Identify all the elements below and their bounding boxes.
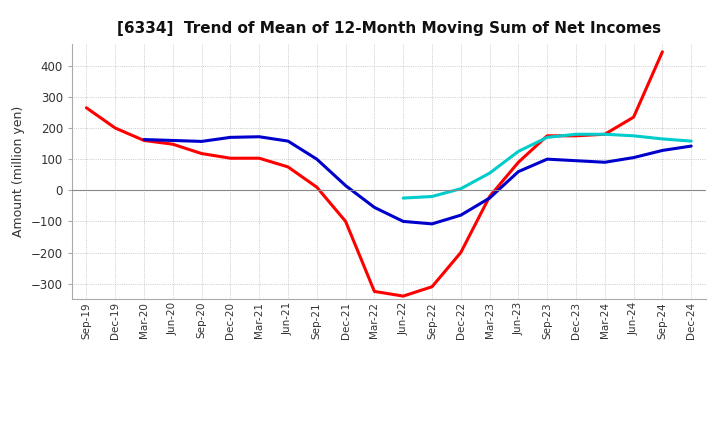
3 Years xyxy=(514,160,523,165)
7 Years xyxy=(543,135,552,140)
5 Years xyxy=(428,221,436,227)
5 Years xyxy=(629,155,638,160)
5 Years xyxy=(370,205,379,210)
3 Years xyxy=(572,133,580,139)
5 Years xyxy=(284,139,292,144)
3 Years xyxy=(197,151,206,156)
7 Years xyxy=(514,149,523,154)
3 Years xyxy=(370,289,379,294)
7 Years xyxy=(687,139,696,144)
3 Years xyxy=(485,194,494,199)
3 Years xyxy=(456,250,465,255)
7 Years xyxy=(456,186,465,191)
7 Years xyxy=(399,195,408,201)
3 Years xyxy=(341,219,350,224)
3 Years xyxy=(140,138,148,143)
5 Years xyxy=(226,135,235,140)
Title: [6334]  Trend of Mean of 12-Month Moving Sum of Net Incomes: [6334] Trend of Mean of 12-Month Moving … xyxy=(117,21,661,36)
5 Years xyxy=(543,157,552,162)
3 Years xyxy=(168,142,177,147)
3 Years xyxy=(399,293,408,299)
3 Years xyxy=(312,184,321,190)
5 Years xyxy=(140,137,148,142)
5 Years xyxy=(572,158,580,163)
5 Years xyxy=(485,195,494,201)
3 Years xyxy=(600,132,609,137)
5 Years xyxy=(399,219,408,224)
Line: 7 Years: 7 Years xyxy=(403,134,691,198)
Line: 5 Years: 5 Years xyxy=(144,137,691,224)
3 Years xyxy=(111,125,120,131)
5 Years xyxy=(687,143,696,149)
5 Years xyxy=(197,139,206,144)
5 Years xyxy=(168,138,177,143)
3 Years xyxy=(82,105,91,110)
3 Years xyxy=(629,114,638,120)
3 Years xyxy=(428,284,436,290)
7 Years xyxy=(485,171,494,176)
3 Years xyxy=(543,133,552,139)
5 Years xyxy=(456,213,465,218)
7 Years xyxy=(600,132,609,137)
7 Years xyxy=(658,136,667,142)
7 Years xyxy=(572,132,580,137)
5 Years xyxy=(658,148,667,153)
5 Years xyxy=(255,134,264,139)
Line: 3 Years: 3 Years xyxy=(86,52,662,296)
5 Years xyxy=(600,160,609,165)
5 Years xyxy=(341,183,350,188)
Y-axis label: Amount (million yen): Amount (million yen) xyxy=(12,106,25,237)
5 Years xyxy=(312,157,321,162)
7 Years xyxy=(629,133,638,139)
3 Years xyxy=(226,156,235,161)
3 Years xyxy=(658,49,667,55)
5 Years xyxy=(514,169,523,174)
3 Years xyxy=(284,164,292,169)
7 Years xyxy=(428,194,436,199)
3 Years xyxy=(255,156,264,161)
